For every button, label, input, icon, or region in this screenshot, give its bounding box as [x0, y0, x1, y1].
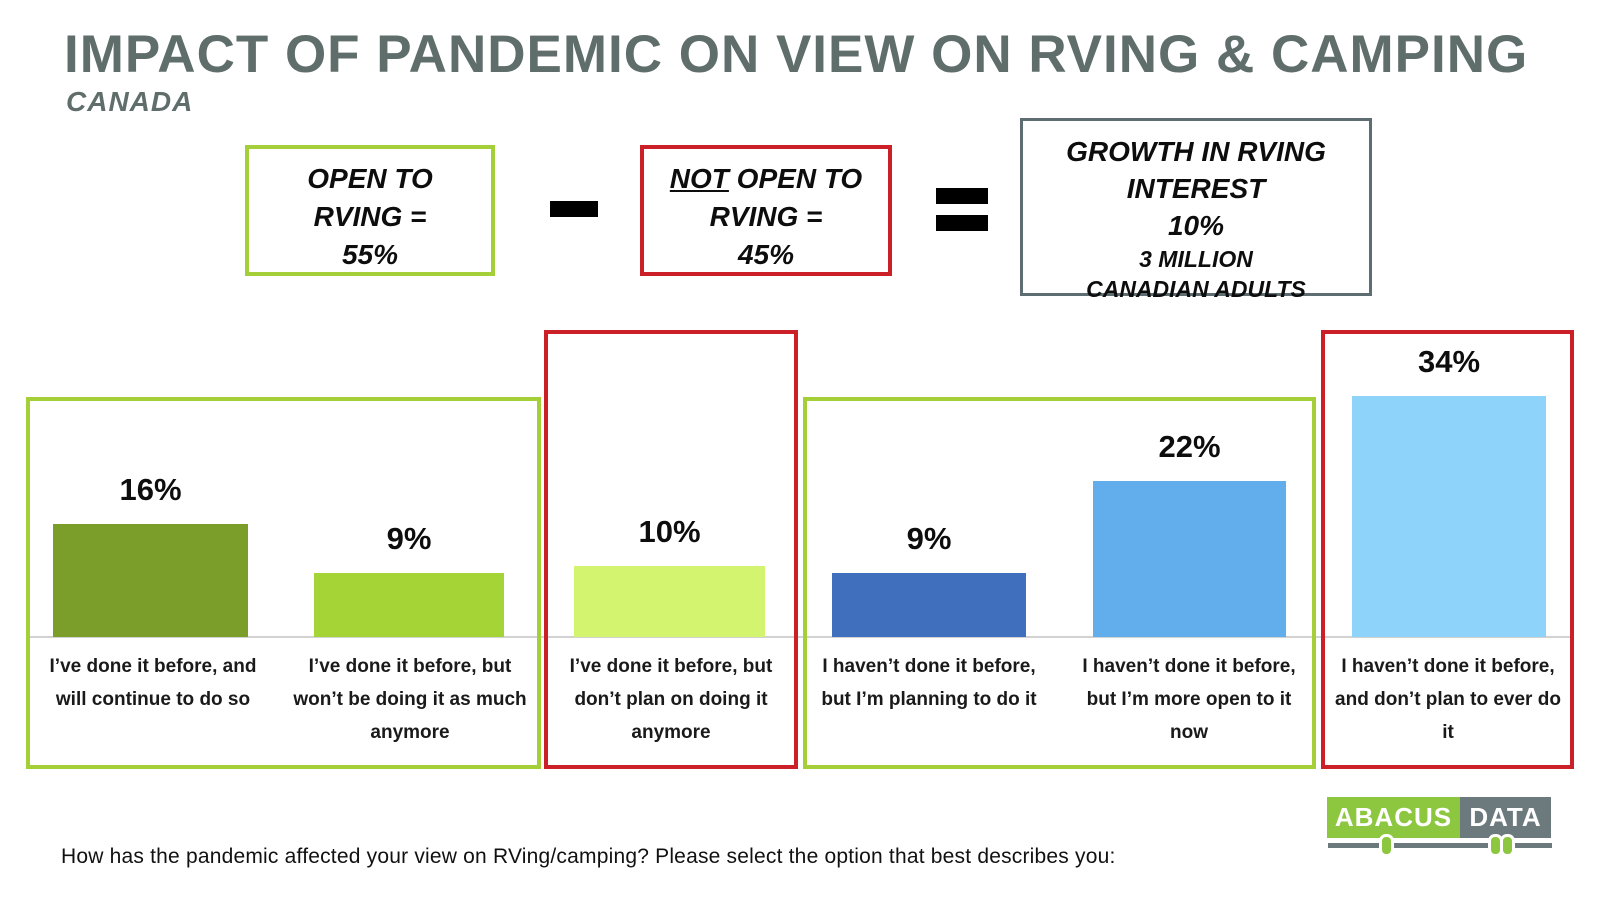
group-box-open-done-before	[26, 397, 541, 769]
bar-category-label: I haven’t done it before, but I’m planni…	[821, 656, 1037, 710]
bar-value-label: 34%	[1417, 344, 1481, 379]
abacus-bead-icon	[1503, 837, 1512, 854]
not-underlined-word: NOT	[669, 163, 729, 194]
page-title: IMPACT OF PANDEMIC ON VIEW ON RVING & CA…	[64, 25, 1529, 84]
not-open-box-line2: RVING =	[709, 201, 823, 232]
bar-6	[1352, 396, 1546, 637]
group-box-not-open-done-before	[544, 330, 798, 769]
bar-5	[1093, 481, 1286, 637]
bar-4	[832, 573, 1026, 637]
not-open-box-line1-rest: OPEN TO	[728, 163, 863, 194]
growth-box-line2: INTEREST	[1126, 173, 1266, 204]
open-box-line2: RVING =	[313, 201, 427, 232]
group-box-open-not-done-before	[803, 397, 1316, 769]
page-subtitle: CANADA	[66, 86, 194, 117]
not-open-to-rving-box: NOT OPEN TO RVING = 45%	[640, 145, 892, 276]
growth-in-rving-interest-box: GROWTH IN RVING INTEREST 10% 3 MILLION C…	[1020, 118, 1372, 302]
bar-value-label: 22%	[1158, 429, 1221, 464]
abacus-rail-line	[1328, 843, 1552, 848]
growth-box-line5: CANADIAN ADULTS	[1086, 276, 1306, 302]
open-box-line1: OPEN TO	[307, 163, 433, 194]
baseline-axis	[26, 636, 1574, 638]
equals-icon	[936, 188, 988, 232]
growth-box-line1: GROWTH IN RVING	[1066, 136, 1326, 167]
bar-3	[574, 566, 765, 637]
bar-category-label: I’ve done it before, but won’t be doing …	[293, 656, 527, 743]
bar-category-label: I’ve done it before, but don’t plan on d…	[569, 656, 773, 743]
growth-box-line4: 3 MILLION	[1139, 246, 1253, 272]
logo-abacus-block: ABACUS	[1327, 797, 1460, 838]
bar-value-label: 10%	[638, 514, 701, 549]
not-open-box-line1: NOT OPEN TO	[644, 160, 888, 198]
abacus-bead-icon	[1491, 837, 1500, 854]
not-open-box-value: 45%	[737, 239, 795, 270]
bar-1	[53, 524, 248, 637]
minus-icon	[550, 201, 598, 217]
growth-box-value: 10%	[1167, 210, 1225, 241]
bar-category-label: I haven’t done it before, and don’t plan…	[1335, 656, 1561, 743]
abacus-data-logo: ABACUS DATA	[1327, 797, 1553, 855]
bar-value-label: 9%	[906, 521, 952, 556]
group-box-not-open-not-done-before	[1321, 330, 1574, 769]
abacus-bead-icon	[1382, 837, 1391, 854]
open-box-value: 55%	[341, 239, 399, 270]
open-to-rving-box: OPEN TO RVING = 55%	[245, 145, 495, 276]
bar-category-label: I’ve done it before, and will continue t…	[49, 656, 257, 710]
bar-2	[314, 573, 504, 637]
bar-value-label: 16%	[119, 472, 182, 507]
survey-question-text: How has the pandemic affected your view …	[61, 845, 1116, 868]
bar-value-label: 9%	[386, 521, 432, 556]
logo-data-block: DATA	[1460, 797, 1551, 838]
bar-category-label: I haven’t done it before, but I’m more o…	[1082, 656, 1296, 743]
